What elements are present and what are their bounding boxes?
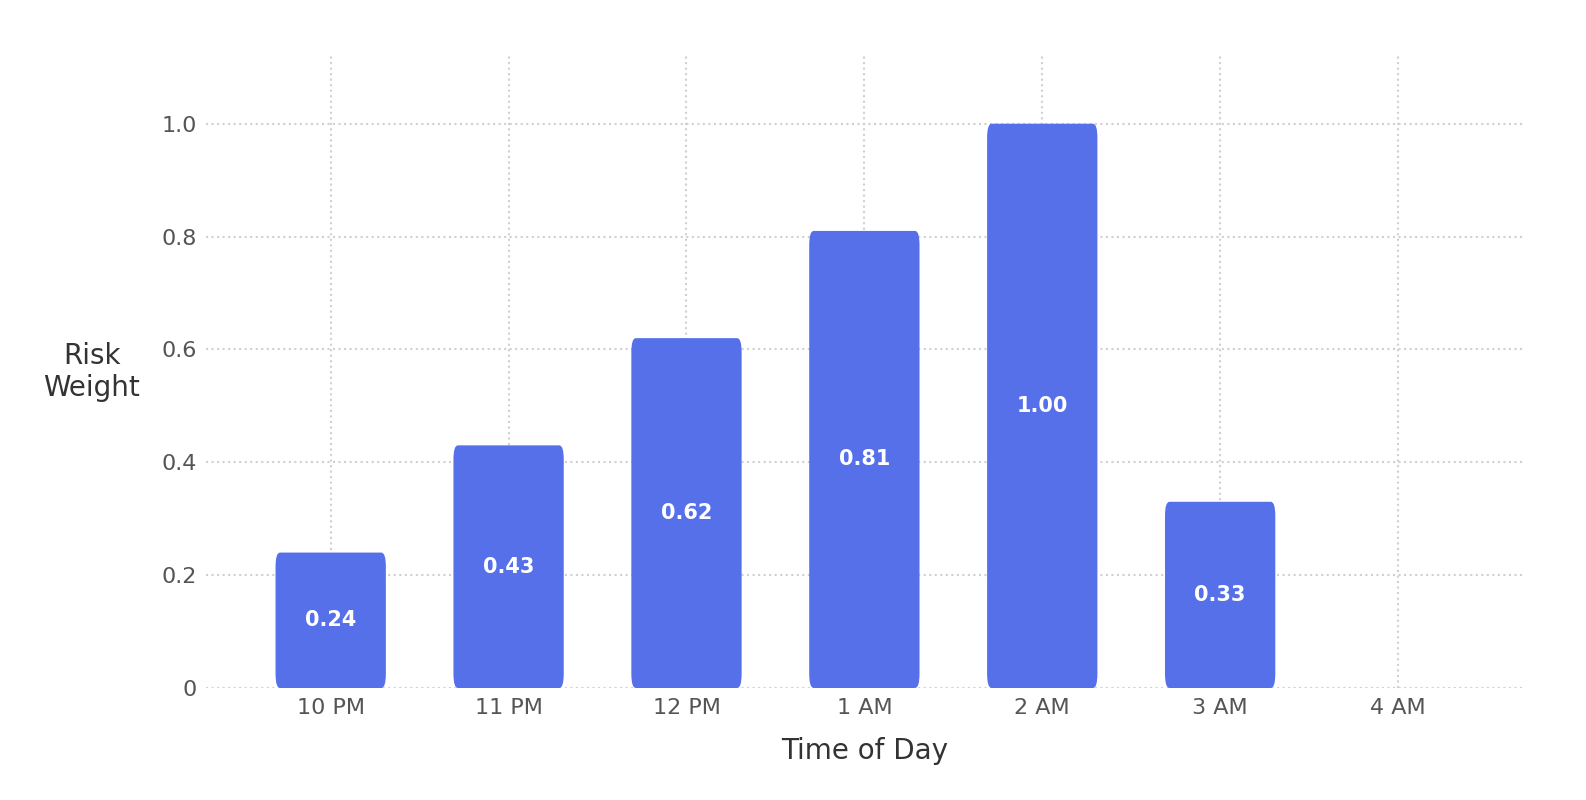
FancyBboxPatch shape xyxy=(986,124,1098,688)
Text: 1.00: 1.00 xyxy=(1017,396,1067,416)
Text: 0.33: 0.33 xyxy=(1194,585,1247,605)
X-axis label: Time of Day: Time of Day xyxy=(780,737,948,765)
FancyBboxPatch shape xyxy=(809,231,920,688)
FancyBboxPatch shape xyxy=(631,338,742,688)
Y-axis label: Risk
Weight: Risk Weight xyxy=(43,342,140,402)
Text: 0.43: 0.43 xyxy=(482,557,534,577)
FancyBboxPatch shape xyxy=(454,446,563,688)
FancyBboxPatch shape xyxy=(276,553,385,688)
Text: 0.81: 0.81 xyxy=(839,450,890,470)
Text: 0.62: 0.62 xyxy=(661,503,712,523)
FancyBboxPatch shape xyxy=(1166,502,1275,688)
Text: 0.24: 0.24 xyxy=(305,610,357,630)
